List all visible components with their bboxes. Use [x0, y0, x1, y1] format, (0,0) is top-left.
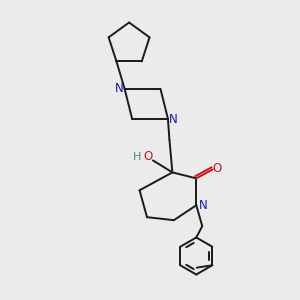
- Text: O: O: [143, 150, 152, 163]
- Text: N: N: [199, 199, 207, 212]
- Text: N: N: [115, 82, 124, 95]
- Text: H: H: [133, 152, 142, 162]
- Text: N: N: [169, 113, 178, 126]
- Text: O: O: [212, 162, 221, 175]
